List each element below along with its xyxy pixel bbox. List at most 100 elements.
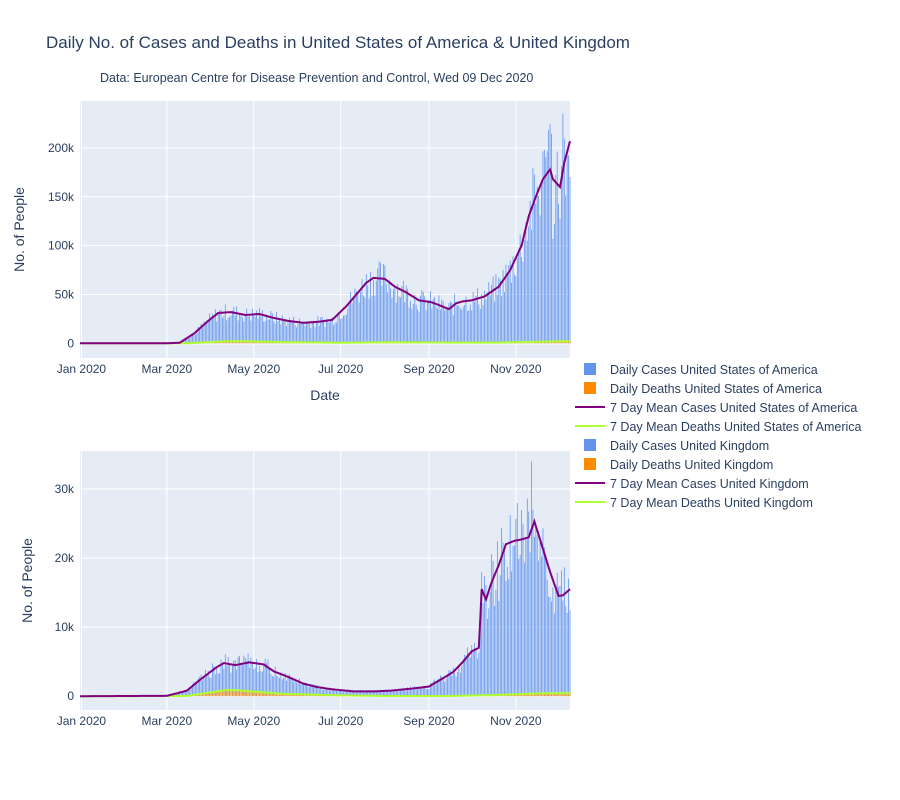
daily-deaths-bar — [545, 342, 547, 344]
daily-cases-bar — [390, 288, 391, 344]
daily-cases-bar — [478, 304, 480, 344]
daily-cases-bar — [509, 515, 511, 697]
daily-deaths-bar — [551, 341, 552, 344]
daily-cases-bar — [434, 296, 436, 344]
x-tick-label: May 2020 — [227, 714, 280, 728]
daily-cases-bar — [387, 292, 389, 344]
daily-cases-bar — [549, 123, 551, 344]
daily-cases-bar — [445, 678, 447, 697]
legend-item[interactable]: 7 Day Mean Cases United States of Americ… — [575, 398, 862, 417]
daily-cases-bar — [501, 296, 503, 344]
daily-cases-bar — [187, 338, 189, 344]
daily-deaths-bar — [212, 691, 213, 697]
daily-cases-bar — [565, 195, 567, 344]
daily-cases-bar — [395, 689, 397, 697]
daily-cases-bar — [236, 306, 238, 344]
daily-cases-bar — [528, 511, 530, 697]
daily-cases-bar — [239, 314, 240, 344]
daily-cases-bar — [365, 690, 367, 697]
daily-cases-bar — [494, 301, 495, 344]
legend-swatch — [575, 417, 605, 436]
daily-cases-bar — [519, 554, 521, 697]
daily-cases-bar — [284, 673, 286, 697]
daily-cases-bar — [415, 689, 417, 697]
legend-item[interactable]: Daily Deaths United Kingdom — [575, 455, 862, 474]
daily-cases-bar — [548, 129, 550, 344]
daily-cases-bar — [461, 665, 463, 697]
y-tick-label: 150k — [48, 190, 75, 204]
daily-cases-bar — [196, 681, 198, 697]
chart-title: Daily No. of Cases and Deaths in United … — [46, 33, 630, 52]
daily-cases-bar — [310, 684, 312, 697]
daily-cases-bar — [193, 681, 195, 697]
legend-item[interactable]: 7 Day Mean Cases United Kingdom — [575, 474, 862, 493]
daily-cases-bar — [494, 605, 495, 697]
x-tick-label: Jul 2020 — [318, 362, 364, 376]
daily-deaths-bar — [263, 691, 265, 697]
daily-cases-bar — [462, 659, 464, 697]
daily-cases-bar — [404, 689, 406, 697]
daily-cases-bar — [223, 668, 225, 697]
daily-cases-bar — [438, 295, 440, 344]
plot-area — [80, 451, 570, 710]
daily-cases-bar — [243, 655, 245, 697]
daily-deaths-bar — [555, 693, 557, 697]
daily-cases-bar — [526, 240, 528, 344]
legend-item[interactable]: 7 Day Mean Deaths United States of Ameri… — [575, 417, 862, 436]
daily-cases-bar — [495, 274, 497, 344]
daily-deaths-bar — [538, 692, 540, 697]
daily-cases-bar — [232, 665, 233, 697]
legend-item[interactable]: Daily Cases United Kingdom — [575, 436, 862, 455]
daily-deaths-bar — [273, 692, 275, 697]
legend-item[interactable]: Daily Cases United States of America — [575, 360, 862, 379]
daily-cases-bar — [542, 528, 544, 697]
daily-cases-bar — [355, 692, 357, 697]
daily-deaths-bar — [243, 691, 245, 697]
daily-cases-bar — [474, 642, 475, 697]
daily-deaths-bar — [234, 690, 236, 697]
daily-cases-bar — [529, 552, 531, 697]
daily-cases-bar — [424, 296, 426, 344]
daily-cases-bar — [378, 690, 380, 697]
daily-cases-bar — [338, 689, 340, 697]
daily-cases-bar — [223, 315, 225, 344]
daily-cases-bar — [471, 310, 473, 344]
daily-cases-bar — [442, 678, 444, 697]
daily-cases-bar — [361, 690, 363, 697]
daily-cases-bar — [259, 307, 260, 344]
daily-cases-bar — [373, 691, 374, 697]
daily-deaths-bar — [239, 341, 240, 344]
daily-cases-bar — [232, 310, 233, 344]
legend-swatch — [575, 436, 605, 455]
daily-cases-bar — [400, 689, 401, 697]
daily-cases-bar — [267, 319, 269, 344]
daily-deaths-bar — [514, 694, 515, 697]
daily-cases-bar — [271, 675, 273, 697]
daily-deaths-bar — [536, 694, 538, 697]
x-tick-label: Jan 2020 — [57, 714, 107, 728]
daily-cases-bar — [250, 320, 252, 344]
daily-cases-bar — [468, 656, 470, 697]
daily-cases-bar — [291, 322, 293, 344]
daily-deaths-bar — [251, 341, 253, 344]
y-tick-label: 30k — [55, 482, 75, 496]
daily-cases-bar — [486, 618, 488, 697]
daily-deaths-bar — [253, 692, 255, 697]
daily-cases-bar — [206, 320, 208, 344]
daily-cases-bar — [185, 340, 186, 344]
legend-item[interactable]: Daily Deaths United States of America — [575, 379, 862, 398]
daily-cases-bar — [438, 678, 440, 697]
daily-cases-bar — [425, 688, 427, 697]
daily-cases-bar — [525, 222, 527, 344]
daily-cases-bar — [518, 248, 520, 344]
legend-item[interactable]: 7 Day Mean Deaths United Kingdom — [575, 493, 862, 512]
daily-cases-bar — [542, 151, 544, 344]
daily-deaths-bar — [232, 341, 233, 344]
daily-cases-bar — [485, 299, 487, 344]
daily-cases-bar — [358, 692, 360, 697]
daily-cases-bar — [308, 322, 310, 344]
y-tick-label: 50k — [55, 287, 75, 301]
daily-cases-bar — [308, 687, 310, 697]
daily-cases-bar — [486, 292, 488, 344]
